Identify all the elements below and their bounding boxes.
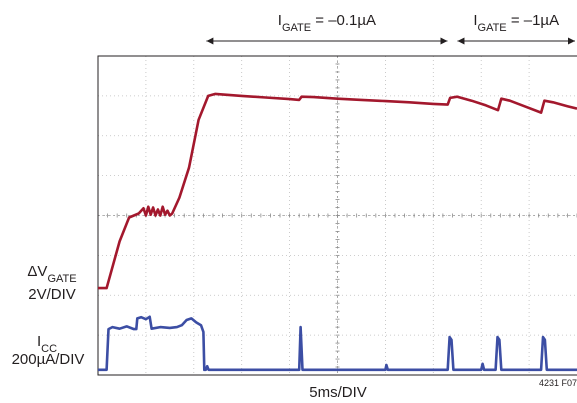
annotation-label-gate-high: IGATE = –1µA: [473, 12, 559, 34]
channel-scale-icc: 200µA/DIV: [12, 351, 85, 368]
channel-scale-vgate: 2V/DIV: [28, 286, 76, 303]
annotations: IGATE = –0.1µA IGATE = –1µA: [206, 12, 575, 45]
series-line-icc: [98, 315, 577, 372]
series-line-vgate: [98, 92, 577, 290]
plot-frame: [97, 55, 577, 376]
channel-label-vgate: ΔVGATE: [27, 263, 76, 285]
traces: [98, 92, 577, 372]
x-axis-label: 5ms/DIV: [309, 384, 367, 401]
annotation-label-gate-low: IGATE = –0.1µA: [278, 12, 376, 34]
channel-label-icc: ICC: [37, 333, 57, 355]
channel-labels: ΔVGATE 2V/DIV ICC 200µA/DIV: [12, 263, 85, 368]
figure-id: 4231 F07: [539, 378, 577, 388]
scope-grid: [97, 55, 577, 376]
